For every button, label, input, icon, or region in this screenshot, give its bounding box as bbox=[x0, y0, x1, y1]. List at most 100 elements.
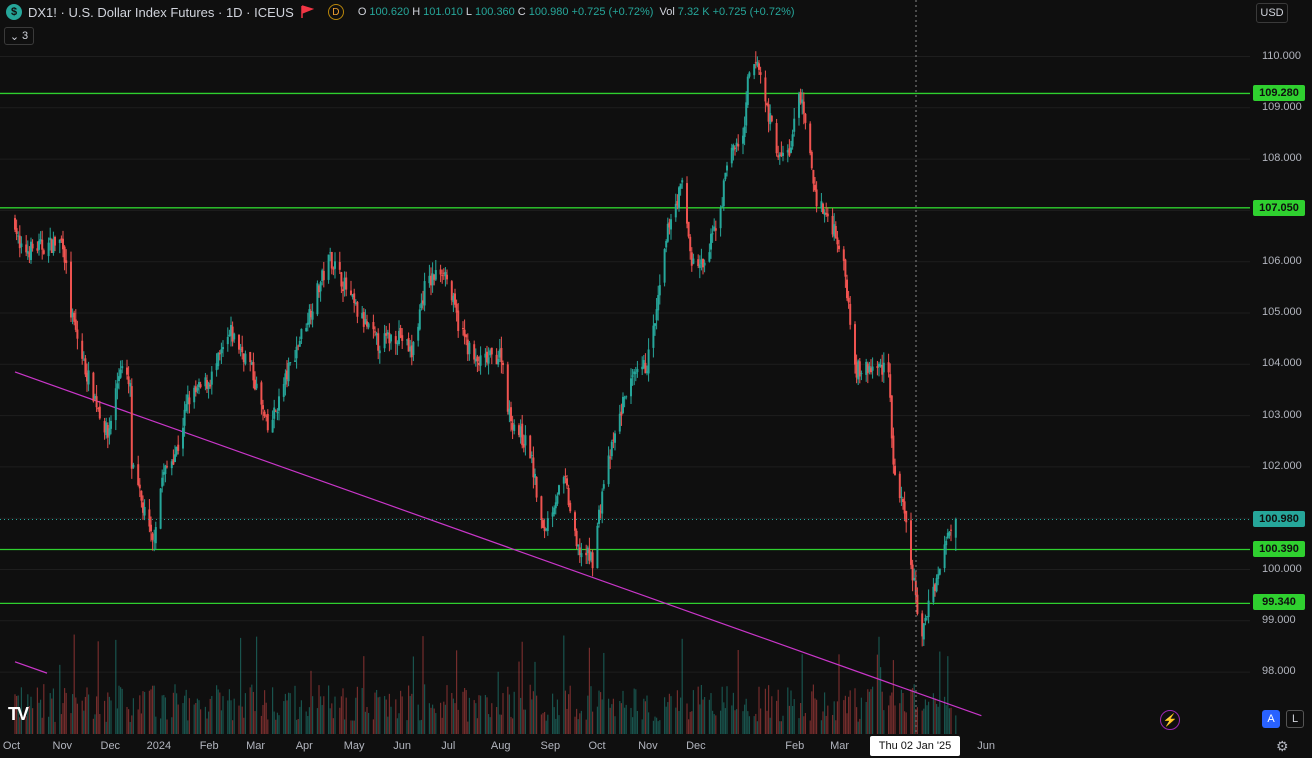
candlesticks bbox=[14, 51, 957, 647]
indicators-toggle-button[interactable]: ⌄ 3 bbox=[4, 27, 34, 45]
candle bbox=[311, 303, 314, 328]
volume-bar bbox=[435, 713, 437, 734]
volume-bar bbox=[678, 710, 680, 734]
candle bbox=[260, 380, 263, 415]
volume-bar bbox=[433, 708, 435, 734]
volume-bar bbox=[811, 691, 813, 734]
volume-bar bbox=[131, 715, 133, 734]
volume-bar bbox=[556, 699, 558, 734]
candle bbox=[330, 251, 333, 275]
volume-bar bbox=[756, 721, 758, 734]
candle bbox=[318, 284, 320, 298]
candle bbox=[822, 202, 824, 214]
volume-bar bbox=[344, 719, 346, 734]
candle bbox=[455, 299, 458, 322]
volume-bar bbox=[502, 693, 504, 734]
candle bbox=[265, 414, 268, 422]
candle bbox=[484, 348, 487, 368]
candle bbox=[18, 225, 21, 258]
tradingview-logo[interactable]: TV bbox=[8, 704, 29, 724]
candle bbox=[60, 235, 63, 243]
price-tick-label: 108.000 bbox=[1262, 152, 1302, 165]
volume-bar bbox=[846, 713, 848, 734]
delayed-data-badge[interactable]: D bbox=[327, 4, 344, 20]
volume-bar bbox=[411, 693, 413, 734]
candle bbox=[500, 336, 503, 374]
volume-bar bbox=[832, 714, 834, 734]
volume-bar bbox=[579, 713, 581, 734]
candle bbox=[562, 475, 565, 494]
candle bbox=[441, 269, 444, 284]
candle bbox=[164, 464, 167, 483]
volume-bar bbox=[665, 706, 667, 734]
candle bbox=[700, 248, 703, 271]
candle bbox=[262, 399, 264, 421]
volume-bar bbox=[899, 703, 901, 734]
candle bbox=[770, 115, 773, 123]
volume-bar bbox=[491, 703, 493, 734]
candle bbox=[305, 323, 308, 332]
volume-bar bbox=[568, 694, 570, 734]
candle bbox=[777, 145, 780, 161]
candle bbox=[658, 274, 661, 305]
volume-bar bbox=[377, 697, 379, 734]
candle bbox=[938, 568, 941, 576]
candle bbox=[300, 328, 303, 345]
candle bbox=[498, 338, 501, 363]
volume-bar bbox=[689, 711, 691, 734]
volume-bar bbox=[596, 706, 598, 734]
symbol-title[interactable]: DX1! · U.S. Dollar Index Futures · 1D · … bbox=[28, 4, 294, 20]
candle bbox=[442, 268, 445, 280]
volume-bar bbox=[883, 710, 885, 734]
dollar-icon[interactable]: $ bbox=[6, 4, 22, 20]
candle bbox=[726, 161, 728, 177]
price-tick-label: 109.000 bbox=[1262, 100, 1302, 113]
volume-bar bbox=[249, 687, 251, 734]
volume-bar bbox=[670, 696, 672, 734]
time-tick-label: Feb bbox=[785, 740, 805, 752]
candle bbox=[361, 305, 364, 319]
candle bbox=[790, 140, 792, 154]
candle bbox=[911, 559, 914, 592]
volume-bar bbox=[558, 715, 560, 734]
candle bbox=[95, 384, 98, 412]
candle bbox=[876, 360, 879, 376]
volume-bar bbox=[521, 641, 523, 734]
candle bbox=[542, 518, 544, 529]
volume-bar bbox=[409, 695, 411, 734]
candle bbox=[310, 303, 312, 325]
volume-bar bbox=[635, 689, 637, 734]
volume-bar bbox=[396, 718, 398, 734]
candle bbox=[636, 360, 639, 378]
candle bbox=[767, 98, 770, 133]
volume-bar bbox=[644, 701, 646, 734]
candle bbox=[937, 566, 940, 586]
log-scale-button[interactable]: L bbox=[1286, 710, 1304, 728]
volume-bar bbox=[196, 698, 198, 734]
gear-icon[interactable]: ⚙ bbox=[1276, 738, 1289, 754]
candle bbox=[121, 360, 124, 374]
volume-bar bbox=[905, 712, 907, 734]
volume-bar bbox=[454, 703, 456, 734]
candle bbox=[724, 172, 727, 182]
volume-bar bbox=[278, 715, 280, 734]
candle bbox=[374, 326, 376, 337]
currency-selector[interactable]: USD bbox=[1256, 3, 1288, 23]
candle bbox=[129, 379, 132, 397]
candle bbox=[406, 339, 408, 346]
candle bbox=[719, 205, 722, 237]
candle bbox=[598, 505, 600, 528]
volume-bar bbox=[731, 705, 733, 734]
candle bbox=[599, 504, 602, 519]
candle bbox=[82, 351, 85, 361]
auto-scale-button[interactable]: A bbox=[1262, 710, 1280, 728]
candle bbox=[948, 531, 951, 539]
flag-icon[interactable] bbox=[300, 5, 314, 19]
candle bbox=[879, 358, 882, 368]
candle bbox=[340, 271, 343, 294]
candle bbox=[294, 350, 296, 362]
volume-bar bbox=[164, 697, 166, 734]
volume-bar bbox=[107, 692, 109, 734]
lightning-icon[interactable]: ⚡ bbox=[1160, 710, 1180, 730]
